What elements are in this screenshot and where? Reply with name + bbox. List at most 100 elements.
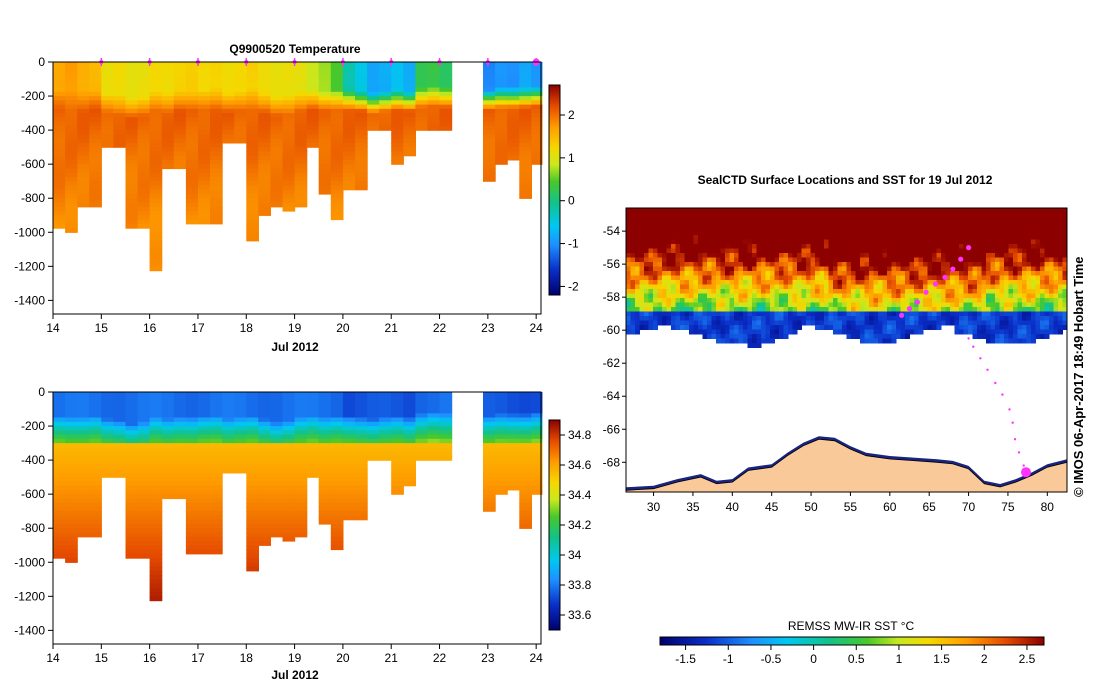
sst-cell — [657, 248, 663, 254]
sst-cell — [1004, 311, 1009, 317]
profile-cell — [53, 409, 66, 414]
profile-cell — [173, 430, 187, 436]
profile-cell — [89, 70, 102, 76]
sst-cell — [855, 248, 861, 254]
sst-cell — [887, 316, 892, 321]
sst-cell — [905, 289, 910, 294]
sst-cell — [869, 280, 874, 285]
profile-cell — [342, 164, 356, 170]
profile-cell — [210, 147, 223, 152]
profile-cell — [379, 417, 392, 423]
sst-cell — [1040, 262, 1045, 267]
sst-cell — [725, 284, 730, 290]
sst-cell — [725, 293, 730, 299]
sst-cell — [972, 298, 978, 303]
sst-cell — [1022, 212, 1027, 218]
profile-cell — [53, 79, 66, 84]
sst-cell — [977, 226, 982, 231]
profile-cell — [282, 108, 296, 114]
profile-cell — [367, 392, 380, 397]
sst-cell — [923, 230, 928, 236]
profile-cell — [294, 83, 308, 89]
sst-cell — [720, 293, 726, 299]
profile-cell — [495, 134, 508, 140]
sst-cell — [770, 253, 775, 258]
profile-cell — [391, 117, 404, 123]
profile-cell — [318, 172, 332, 178]
profile-cell — [101, 91, 114, 97]
sst-cell — [981, 302, 987, 308]
sst-cell — [644, 257, 649, 263]
sst-cell — [806, 284, 811, 290]
profile-cell — [330, 460, 344, 465]
sst-cell — [725, 239, 730, 245]
profile-cell — [149, 583, 163, 589]
sst-cell — [671, 271, 676, 276]
sst-cell — [671, 230, 676, 236]
sst-cell — [1017, 302, 1023, 308]
sst-cell — [1022, 266, 1027, 272]
sst-cell — [801, 307, 807, 312]
sst-cell — [824, 253, 829, 258]
sst-cell — [959, 248, 964, 254]
sst-cell — [720, 212, 726, 218]
profile-cell — [149, 70, 163, 76]
sst-cell — [702, 212, 708, 218]
sst-cell — [657, 230, 663, 236]
profile-cell — [89, 62, 102, 67]
sst-cell — [851, 230, 856, 236]
profile-cell — [258, 472, 271, 478]
sst-cell — [950, 235, 955, 240]
sst-cell — [981, 239, 987, 245]
sst-cell — [1035, 257, 1041, 263]
sst-cell — [689, 253, 694, 258]
profile-cell — [149, 447, 163, 453]
sst-cell — [761, 208, 766, 213]
sst-cell — [986, 266, 991, 272]
profile-cell — [198, 549, 211, 555]
sst-cell — [972, 266, 978, 272]
sst-cell — [837, 239, 843, 245]
sst-cell — [941, 271, 946, 276]
profile-cell — [318, 502, 332, 508]
profile-cell — [161, 83, 175, 89]
profile-cell — [507, 79, 520, 84]
profile-cell — [53, 164, 66, 170]
profile-cell — [294, 468, 308, 474]
sst-cell — [684, 244, 690, 249]
sst-cell — [954, 235, 960, 240]
sst-cell — [959, 284, 964, 290]
sst-cell — [999, 212, 1005, 218]
profile-cell — [101, 468, 114, 474]
profile-cell — [258, 189, 271, 195]
profile-cell — [198, 464, 211, 470]
sst-cell — [698, 271, 703, 276]
profile-cell — [246, 549, 259, 555]
y-tick-label: -1000 — [14, 225, 45, 239]
sst-cell — [963, 311, 969, 317]
profile-cell — [294, 477, 308, 482]
profile-cell — [258, 79, 271, 84]
sst-cell — [770, 235, 775, 240]
profile-cell — [185, 400, 199, 406]
sst-cell — [819, 298, 825, 303]
sst-cell — [927, 217, 933, 222]
sst-cell — [846, 226, 852, 231]
profile-cell — [149, 262, 163, 267]
profile-cell — [246, 541, 259, 546]
profile-cell — [101, 108, 114, 114]
sst-cell — [1004, 289, 1009, 294]
sst-cell — [657, 208, 663, 213]
profile-cell — [318, 181, 332, 187]
profile-cell — [222, 443, 235, 448]
sst-cell — [729, 221, 735, 227]
sst-cell — [810, 257, 816, 263]
profile-cell — [246, 536, 259, 542]
sst-cell — [1040, 293, 1045, 299]
profile-cell — [149, 494, 163, 500]
profile-cell — [149, 117, 163, 123]
sst-cell — [783, 226, 789, 231]
profile-cell — [53, 472, 66, 478]
profile-cell — [53, 455, 66, 461]
sst-cell — [945, 244, 951, 249]
